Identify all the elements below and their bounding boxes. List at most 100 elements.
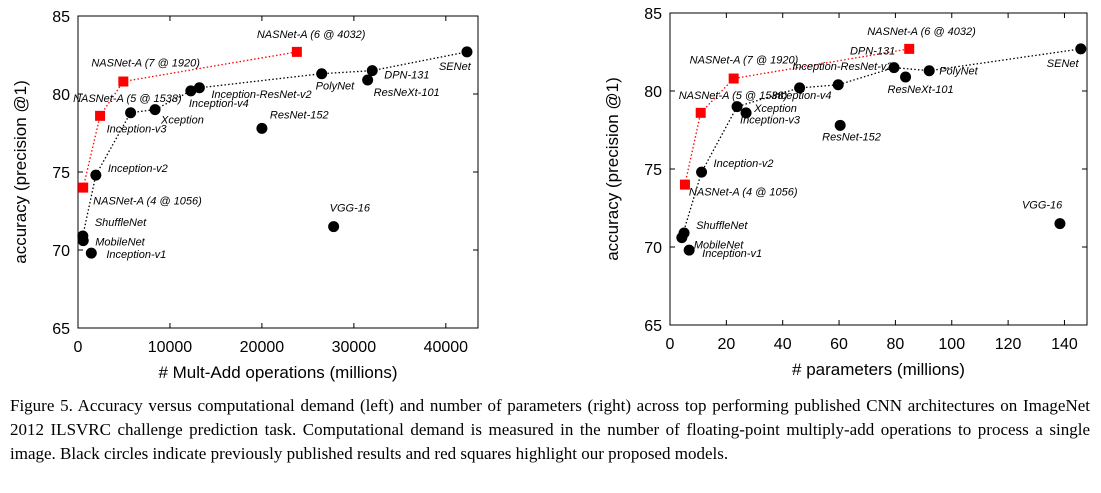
right-marker-dpn-131 [888, 62, 900, 74]
right-marker-resnet-152 [834, 119, 846, 131]
left-xtick-label: 30000 [332, 339, 377, 356]
right-xtick-label: 80 [887, 336, 905, 353]
right-ytick-label: 75 [644, 162, 662, 179]
left-marker-inception-v1 [85, 247, 97, 259]
left-label-inception-v1: Inception-v1 [106, 249, 166, 261]
left-marker-nasnet-a-5-1538 [95, 110, 106, 121]
left-ytick-label: 75 [52, 165, 70, 182]
caption-label: Figure 5. [10, 396, 73, 415]
left-label-dpn-131: DPN-131 [384, 70, 429, 82]
right-marker-inception-v3 [731, 101, 743, 113]
left-marker-nasnet-a-7-1920 [118, 76, 129, 87]
left-ytick-label: 70 [52, 243, 70, 260]
right-xtick-label: 0 [666, 336, 675, 353]
right-label-nasnet-a-6-4032: NASNet-A (6 @ 4032) [867, 26, 976, 38]
left-label-xception: Xception [160, 115, 204, 127]
left-label-polynet: PolyNet [316, 81, 355, 93]
right-x-axis-label: # parameters (millions) [792, 360, 965, 379]
left-marker-inception-v3 [125, 107, 137, 119]
left-marker-dpn-131 [366, 65, 378, 77]
right-label-vgg-16: VGG-16 [1022, 200, 1063, 212]
left-marker-nasnet-a-6-4032 [291, 46, 302, 57]
right-label-inception-v2: Inception-v2 [714, 158, 774, 170]
left-y-axis-label: accuracy (precision @1) [11, 80, 30, 264]
right-ytick-label: 65 [644, 318, 662, 335]
left-x-axis-label: # Mult-Add operations (millions) [158, 363, 397, 382]
right-marker-senet [1075, 43, 1087, 55]
right-y-axis-label: accuracy (precision @1) [603, 77, 622, 261]
left-marker-xception [149, 104, 161, 116]
right-ytick-label: 80 [644, 84, 662, 101]
right-label-inception-v1: Inception-v1 [702, 248, 762, 260]
left-label-vgg-16: VGG-16 [330, 203, 371, 215]
left-label-nasnet-a-4-1056: NASNet-A (4 @ 1056) [93, 196, 202, 208]
left-label-shufflenet: ShuffleNet [95, 217, 147, 229]
left-marker-inception-resnet-v2 [193, 82, 205, 94]
right-label-nasnet-a-4-1056: NASNet-A (4 @ 1056) [689, 187, 798, 199]
left-label-nasnet-a-7-1920: NASNet-A (7 @ 1920) [91, 58, 200, 70]
right-xtick-label: 120 [995, 336, 1022, 353]
right-ytick-label: 70 [644, 240, 662, 257]
left-xtick-label: 40000 [424, 339, 469, 356]
right-marker-nasnet-a-6-4032 [904, 43, 915, 54]
right-label-nasnet-a-7-1920: NASNet-A (7 @ 1920) [690, 55, 799, 67]
left-marker-senet [461, 46, 473, 58]
left-ytick-label: 80 [52, 87, 70, 104]
right-label-senet: SENet [1047, 58, 1080, 70]
figure-caption: Figure 5. Accuracy versus computational … [10, 394, 1090, 466]
right-label-mobilenet: MobileNet [694, 240, 744, 252]
right-label-inception-v4: Inception-v4 [772, 90, 832, 102]
left-label-inception-v4: Inception-v4 [189, 98, 249, 110]
right-marker-xception [740, 107, 752, 119]
right-label-resnext-101: ResNeXt-101 [888, 84, 954, 96]
left-label-inception-v3: Inception-v3 [107, 124, 168, 136]
left-marker-resnext-101 [362, 74, 374, 86]
right-published-frontier-line [681, 48, 1081, 238]
left-label-senet: SENet [439, 61, 472, 73]
left-label-nasnet-a-6-4032: NASNet-A (6 @ 4032) [257, 29, 366, 41]
left-published-frontier-line [82, 51, 468, 237]
left-marker-polynet [316, 68, 328, 80]
left-label-mobilenet: MobileNet [95, 237, 145, 249]
right-xtick-label: 140 [1051, 336, 1078, 353]
left-label-resnet-152: ResNet-152 [270, 109, 329, 121]
caption-text: Accuracy versus computational demand (le… [10, 396, 1090, 463]
right-xtick-label: 20 [717, 336, 735, 353]
right-marker-inception-v1 [683, 244, 695, 256]
left-ytick-label: 65 [52, 321, 70, 338]
left-marker-mobilenet [77, 235, 89, 247]
right-marker-polynet [923, 65, 935, 77]
right-label-nasnet-a-5-1538: NASNet-A (5 @ 1538) [679, 90, 788, 102]
left-label-inception-resnet-v2: Inception-ResNet-v2 [211, 89, 311, 101]
left-label-inception-v2: Inception-v2 [108, 163, 168, 175]
left-marker-inception-v4 [185, 85, 197, 97]
left-marker-inception-v2 [90, 169, 102, 181]
right-xtick-label: 60 [830, 336, 848, 353]
right-marker-mobilenet [676, 232, 688, 244]
right-marker-resnext-101 [900, 71, 912, 83]
left-xtick-label: 20000 [240, 339, 285, 356]
right-marker-vgg-16 [1054, 218, 1066, 230]
chart-right-parameters: 65 70 75 80 85 0 20 40 60 80 100 120 140 # parameters… [603, 6, 1088, 379]
left-xtick-label: 0 [74, 339, 83, 356]
right-marker-inception-v4 [794, 82, 806, 94]
right-xtick-label: 40 [774, 336, 792, 353]
right-label-polynet: PolyNet [939, 66, 978, 78]
right-label-xception: Xception [753, 103, 797, 115]
left-xtick-label: 10000 [148, 339, 193, 356]
left-marker-vgg-16 [328, 221, 340, 233]
left-label-nasnet-a-5-1538: NASNet-A (5 @ 1538) [73, 93, 182, 105]
left-ytick-label: 85 [52, 9, 70, 26]
left-marker-resnet-152 [256, 122, 268, 134]
right-marker-inception-resnet-v2 [832, 79, 844, 91]
right-label-resnet-152: ResNet-152 [822, 131, 881, 143]
right-marker-nasnet-a-5-1538 [695, 107, 706, 118]
right-label-inception-v3: Inception-v3 [740, 115, 801, 127]
right-label-dpn-131: DPN-131 [850, 46, 895, 58]
right-marker-nasnet-a-4-1056 [679, 179, 690, 190]
left-marker-nasnet-a-4-1056 [78, 182, 89, 193]
right-ytick-label: 85 [644, 6, 662, 23]
right-label-inception-resnet-v2: Inception-ResNet-v2 [792, 61, 892, 73]
left-label-resnext-101: ResNeXt-101 [374, 87, 440, 99]
right-label-shufflenet: ShuffleNet [696, 220, 748, 232]
